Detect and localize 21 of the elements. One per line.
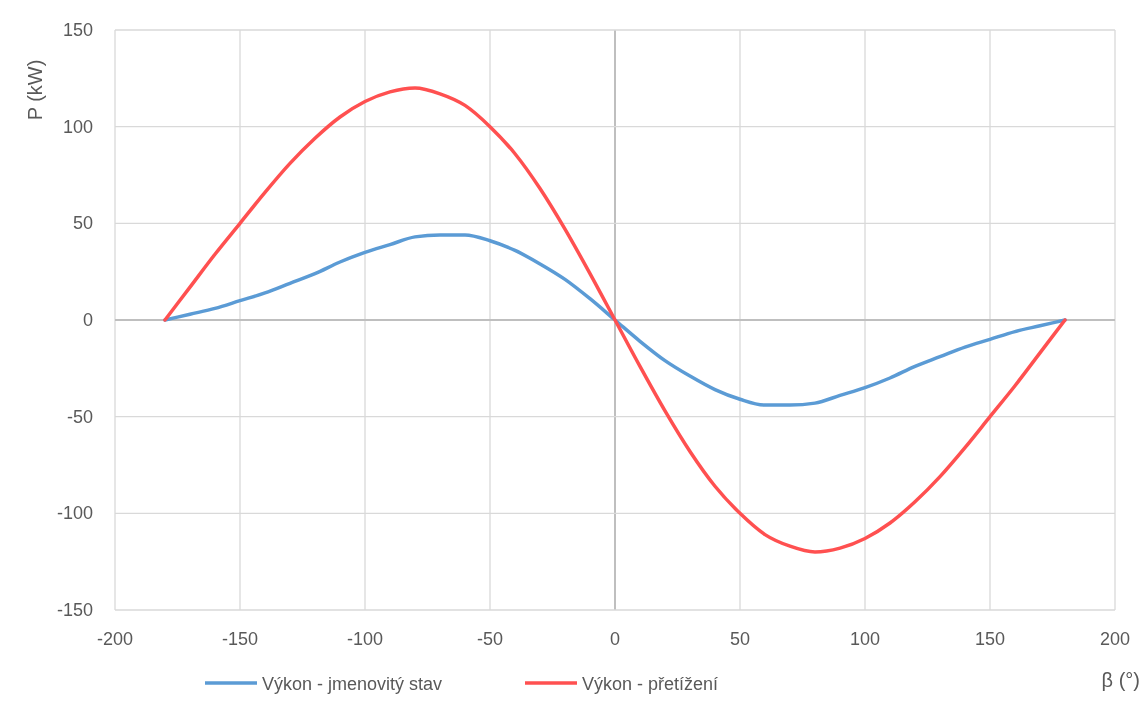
y-axis-title: P (kW) [24,59,46,121]
y-tick-label: 100 [62,116,93,137]
legend-label: Výkon - přetížení [582,674,719,694]
x-tick-label: 0 [609,629,621,649]
x-tick-label: 100 [849,629,881,649]
line-series [163,86,1067,554]
y-tick-label: -100 [56,503,93,524]
x-tick-label: 50 [729,629,751,649]
x-axis-title: β (°) [1101,669,1140,691]
x-tick-label: -100 [346,629,384,649]
y-tick-label: -50 [66,406,93,427]
x-tick-label: -200 [96,629,134,649]
x-tick-label: -50 [476,629,504,649]
y-tick-label: 0 [82,310,93,330]
y-tick-label: -150 [56,600,93,620]
x-tick-label: 150 [974,629,1006,649]
legend-label: Výkon - jmenovitý stav [262,674,443,694]
y-tick-label: 50 [72,213,93,234]
x-tick-label: 200 [1099,629,1131,649]
x-tick-label: -150 [221,629,259,649]
y-tick-label: 150 [62,20,93,40]
